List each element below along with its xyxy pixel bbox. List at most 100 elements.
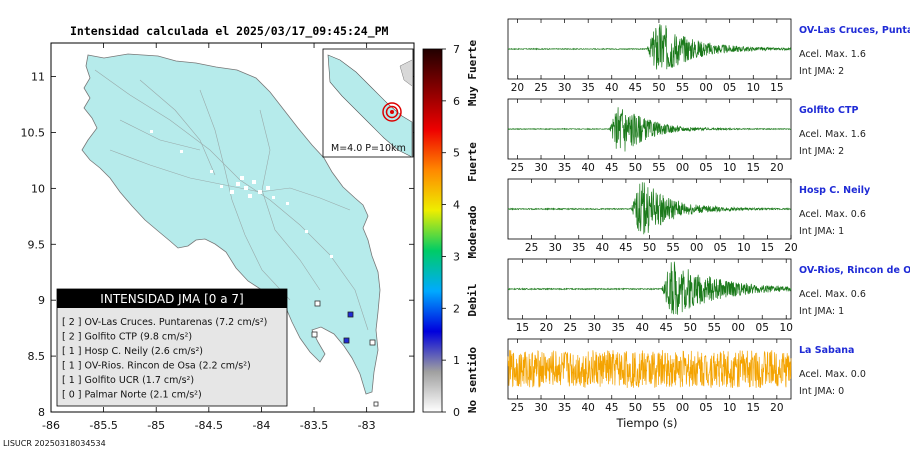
trace-tick-label: 20 [770, 402, 783, 414]
trace-tick-label: 30 [588, 322, 601, 334]
trace-tick-label: 40 [605, 82, 618, 94]
map-y-tick-label: 8.5 [28, 350, 46, 363]
station-accel: Acel. Max. 0.6 [799, 289, 866, 300]
legend-item: [ 1 ] Hosp C. Neily (2.6 cm/s²) [62, 346, 203, 357]
trace-tick-label: 00 [699, 82, 712, 94]
trace-tick-label: 55 [676, 82, 689, 94]
station-intensity: Int JMA: 1 [799, 226, 844, 237]
trace-tick-label: 45 [605, 402, 618, 414]
trace-tick-label: 20 [770, 162, 783, 174]
trace-tick-label: 35 [558, 402, 571, 414]
colorbar-tick-label: 4 [453, 199, 460, 212]
trace-tick-label: 10 [737, 242, 750, 254]
colorbar-category: Moderado [466, 205, 479, 258]
trace-tick-label: 25 [564, 322, 577, 334]
colorbar-tick-label: 6 [453, 95, 460, 108]
station-marker [311, 331, 318, 338]
colorbar-tick-label: 7 [453, 43, 460, 56]
trace-panel: 25 30 35 40 45 50 55 00 05 10 15 20 Hosp C. Neily Ace… [507, 178, 871, 254]
legend-title: INTENSIDAD JMA [0 a 7] [100, 292, 243, 306]
map-y-tick-label: 9 [38, 294, 45, 307]
station-marker [347, 311, 354, 318]
trace-tick-label: 05 [714, 242, 727, 254]
station-marker [314, 300, 321, 307]
map-title: Intensidad calculada el 2025/03/17_09:45… [70, 24, 389, 39]
traces-xlabel: Tiempo (s) [615, 416, 677, 430]
trace-tick-label: 50 [629, 162, 642, 174]
station-name: Hosp C. Neily [799, 185, 871, 196]
trace-tick-label: 55 [652, 402, 665, 414]
trace-tick-label: 20 [511, 82, 524, 94]
trace-tick-label: 35 [581, 82, 594, 94]
station-marker [373, 401, 379, 407]
colorbar: 0 1 2 3 4 5 6 7 No sentido Debil Moderado Fuerte Mu… [422, 40, 479, 419]
trace-tick-label: 15 [761, 242, 774, 254]
waveform-line [507, 349, 792, 388]
trace-tick-label: 45 [605, 162, 618, 174]
trace-tick-label: 25 [511, 162, 524, 174]
legend-item: [ 2 ] Golfito CTP (9.8 cm/s²) [62, 332, 192, 343]
trace-tick-label: 10 [723, 402, 736, 414]
trace-panel: 25 30 35 40 45 50 55 00 05 10 15 20 Golfito CTP Acel.… [507, 98, 866, 174]
colorbar-tick-label: 5 [453, 147, 460, 160]
station-accel: Acel. Max. 1.6 [799, 129, 866, 140]
costa-rica-land [81, 53, 381, 395]
waveform-line [507, 261, 792, 315]
colorbar-tick-label: 3 [453, 250, 460, 263]
map-y-tick-label: 10 [31, 182, 45, 195]
waveform-line [507, 182, 791, 235]
trace-tick-label: 10 [747, 82, 760, 94]
trace-tick-label: 00 [732, 322, 745, 334]
map-x-tick-label: -83 [358, 419, 376, 432]
colorbar-tick-label: 2 [453, 302, 460, 315]
station-intensity: Int JMA: 2 [799, 146, 844, 157]
trace-tick-label: 10 [780, 322, 793, 334]
trace-tick-label: 45 [629, 82, 642, 94]
trace-tick-label: 30 [558, 82, 571, 94]
trace-panel: 20 25 30 35 40 45 50 55 00 05 10 15 OV-Las Cruces, P… [507, 18, 910, 94]
station-markers [311, 300, 379, 407]
intensity-legend: INTENSIDAD JMA [0 a 7] [ 2 ] OV-Las Cruc… [56, 288, 288, 407]
trace-tick-label: 05 [699, 162, 712, 174]
colorbar-tick-label: 1 [453, 354, 460, 367]
trace-tick-label: 40 [581, 402, 594, 414]
trace-tick-label: 15 [770, 82, 783, 94]
map-x-tick-label: -84.5 [195, 419, 223, 432]
map-y-tick-label: 9.5 [28, 238, 46, 251]
colorbar-category: Fuerte [466, 142, 479, 182]
epicenter-ring-icon [382, 102, 402, 122]
map-x-tick-label: -86 [42, 419, 60, 432]
station-intensity: Int JMA: 0 [799, 386, 844, 397]
station-name: Golfito CTP [799, 105, 858, 116]
station-name: OV-Las Cruces, Puntar [799, 25, 910, 36]
trace-tick-label: 45 [660, 322, 673, 334]
trace-panel: 25 30 35 40 45 50 55 00 05 10 15 20 La Sabana Acel. M… [507, 338, 866, 414]
trace-tick-label: 10 [723, 162, 736, 174]
trace-tick-label: 45 [619, 242, 632, 254]
legend-item: [ 1 ] Golfito UCR (1.7 cm/s²) [62, 375, 194, 386]
trace-tick-label: 35 [558, 162, 571, 174]
map-x-tick-label: -83.5 [300, 419, 328, 432]
trace-tick-label: 05 [756, 322, 769, 334]
trace-tick-label: 20 [540, 322, 553, 334]
station-accel: Acel. Max. 1.6 [799, 49, 866, 60]
station-accel: Acel. Max. 0.6 [799, 209, 866, 220]
trace-tick-label: 05 [723, 82, 736, 94]
trace-tick-label: 15 [516, 322, 529, 334]
trace-tick-label: 00 [676, 162, 689, 174]
trace-tick-label: 20 [784, 242, 797, 254]
legend-item: [ 2 ] OV-Las Cruces. Puntarenas (7.2 cm/… [62, 317, 267, 328]
colorbar-tick-label: 0 [453, 406, 460, 419]
trace-tick-label: 40 [596, 242, 609, 254]
map-y-tick-label: 10.5 [21, 126, 46, 139]
trace-tick-label: 25 [511, 402, 524, 414]
station-intensity: Int JMA: 1 [799, 306, 844, 317]
legend-item: [ 1 ] OV-Rios. Rincon de Osa (2.2 cm/s²) [62, 361, 251, 372]
trace-tick-label: 05 [699, 402, 712, 414]
map-x-ticks: -86 -85.5 -85 -84.5 -84 -83.5 -83 [42, 43, 376, 432]
trace-tick-label: 00 [690, 242, 703, 254]
trace-tick-label: 25 [525, 242, 538, 254]
trace-tick-label: 40 [581, 162, 594, 174]
trace-tick-label: 15 [747, 162, 760, 174]
